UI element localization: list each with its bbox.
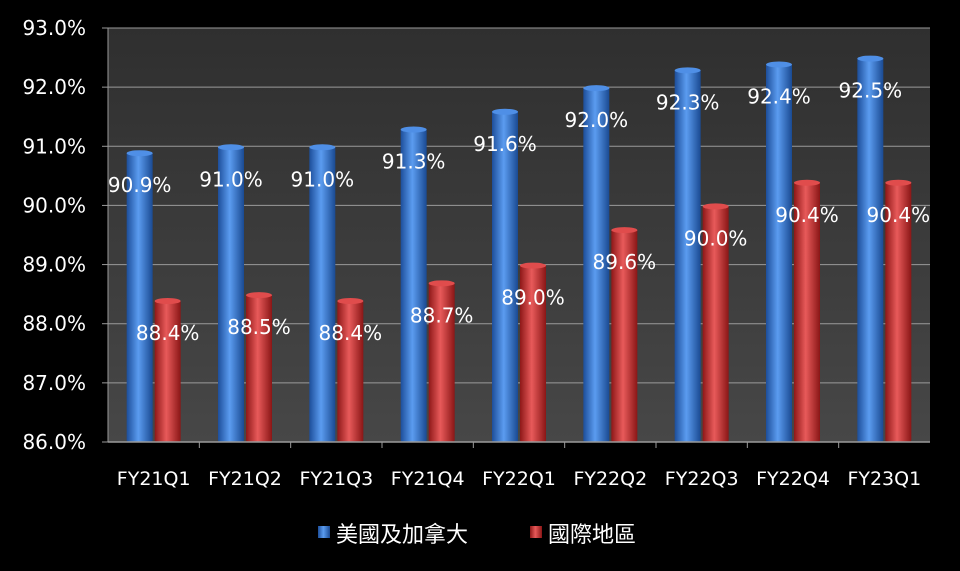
x-tick-label: FY21Q3 bbox=[299, 468, 373, 490]
bar-cap bbox=[126, 150, 153, 157]
y-tick-label: 92.0% bbox=[22, 75, 86, 99]
bars bbox=[126, 55, 912, 443]
x-tick-label: FY23Q1 bbox=[847, 468, 921, 490]
bar-international bbox=[611, 229, 638, 442]
data-label: 90.0% bbox=[684, 226, 748, 250]
bar-cap bbox=[218, 144, 244, 151]
bar-international bbox=[885, 181, 912, 442]
bar-international bbox=[246, 294, 272, 442]
bar-cap bbox=[583, 85, 610, 92]
x-tick-label: FY22Q2 bbox=[573, 468, 647, 490]
bar-us-canada bbox=[766, 63, 792, 442]
bar-us-canada bbox=[674, 69, 701, 443]
bar-us-canada bbox=[857, 57, 884, 442]
data-label: 92.5% bbox=[839, 79, 903, 103]
bar-us-canada bbox=[309, 146, 336, 443]
legend-item: 國際地區 bbox=[530, 523, 636, 548]
bar-international bbox=[794, 181, 820, 442]
bar-cap bbox=[154, 298, 181, 305]
x-tick-label: FY21Q4 bbox=[391, 468, 465, 490]
data-label: 91.3% bbox=[382, 150, 446, 174]
bar-us-canada bbox=[126, 152, 153, 442]
bar-cap bbox=[492, 108, 518, 115]
bar-us-canada bbox=[400, 128, 427, 443]
plot-area bbox=[108, 28, 930, 442]
bar-international bbox=[337, 300, 364, 442]
bar-us-canada bbox=[583, 87, 610, 443]
data-label: 90.9% bbox=[108, 173, 172, 197]
bar-cap bbox=[246, 292, 272, 299]
bar-international bbox=[520, 264, 546, 442]
legend: 美國及加拿大 國際地區 bbox=[318, 522, 636, 548]
data-label: 91.6% bbox=[473, 132, 537, 156]
bar-cap bbox=[794, 179, 820, 186]
bar-cap bbox=[309, 144, 336, 151]
bar-international bbox=[154, 300, 181, 442]
data-label: 88.5% bbox=[227, 315, 291, 339]
gridlines bbox=[108, 27, 930, 384]
bar-us-canada bbox=[492, 110, 518, 443]
data-label: 91.0% bbox=[291, 167, 355, 191]
plot-background bbox=[108, 28, 930, 442]
data-label: 89.6% bbox=[593, 250, 657, 274]
legend-label: 美國及加拿大 bbox=[336, 522, 468, 548]
bar-cap bbox=[611, 227, 638, 234]
data-label: 90.4% bbox=[867, 203, 931, 227]
x-tick-label: FY22Q3 bbox=[665, 468, 739, 490]
bar-cap bbox=[674, 67, 701, 74]
bar-cap bbox=[337, 298, 364, 305]
data-label: 88.7% bbox=[410, 303, 474, 327]
bar-us-canada bbox=[218, 146, 244, 443]
legend-swatch bbox=[530, 526, 542, 538]
x-tick-label: FY21Q1 bbox=[117, 468, 191, 490]
legend-item: 美國及加拿大 bbox=[318, 522, 468, 548]
bar-cap bbox=[766, 61, 792, 68]
y-tick-label: 87.0% bbox=[22, 371, 86, 395]
bar-cap bbox=[885, 179, 912, 186]
y-tick-label: 88.0% bbox=[22, 312, 86, 336]
y-tick-label: 89.0% bbox=[22, 253, 86, 277]
bar-cap bbox=[428, 280, 455, 287]
y-tick-label: 86.0% bbox=[22, 430, 86, 454]
data-label: 88.4% bbox=[136, 321, 200, 345]
data-label: 90.4% bbox=[775, 203, 839, 227]
legend-swatch bbox=[318, 526, 330, 538]
bar-international bbox=[702, 205, 729, 442]
axes: 86.0% 87.0% 88.0% 89.0% 90.0% 91.0% 92.0% 93.0%… bbox=[22, 16, 930, 490]
y-tick-label: 93.0% bbox=[22, 16, 86, 40]
x-tick-label: FY22Q4 bbox=[756, 468, 830, 490]
x-tick-label: FY21Q2 bbox=[208, 468, 282, 490]
legend-label: 國際地區 bbox=[548, 523, 636, 548]
data-label: 92.4% bbox=[747, 84, 811, 108]
y-tick-label: 91.0% bbox=[22, 134, 86, 158]
data-label: 88.4% bbox=[319, 321, 383, 345]
data-label: 91.0% bbox=[199, 167, 263, 191]
data-labels: 90.9% 88.4% 91.0% 88.5% 91.0% 88.4% 91.3% 88.7%… bbox=[108, 79, 930, 345]
data-label: 92.3% bbox=[656, 90, 720, 114]
x-tick-label: FY22Q1 bbox=[482, 468, 556, 490]
data-label: 92.0% bbox=[565, 108, 629, 132]
bar-international bbox=[428, 282, 455, 442]
bar-cap bbox=[400, 126, 427, 133]
bar-cap bbox=[520, 262, 546, 269]
bar-cap bbox=[702, 203, 729, 210]
bar-cap bbox=[857, 55, 884, 62]
y-tick-label: 90.0% bbox=[22, 193, 86, 217]
data-label: 89.0% bbox=[501, 286, 565, 310]
